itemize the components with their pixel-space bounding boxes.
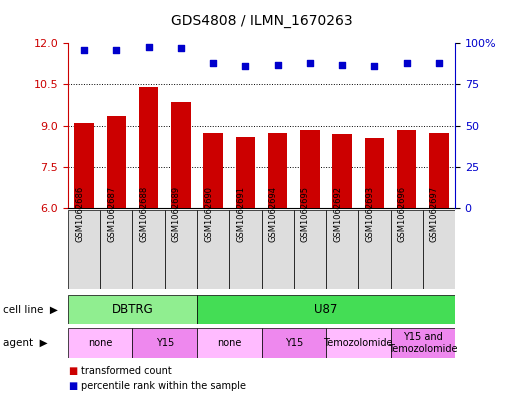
Bar	[262, 210, 294, 289]
Point	[241, 63, 249, 70]
Bar	[326, 328, 391, 358]
Text: GSM1062692: GSM1062692	[333, 186, 342, 242]
Bar	[391, 210, 423, 289]
Bar	[197, 210, 229, 289]
Bar	[107, 116, 126, 208]
Point	[209, 60, 218, 66]
Text: Temozolomide: Temozolomide	[324, 338, 393, 348]
Point	[177, 45, 185, 51]
Text: DBTRG: DBTRG	[111, 303, 153, 316]
Point	[338, 62, 346, 68]
Text: GSM1062697: GSM1062697	[430, 186, 439, 242]
Bar	[333, 134, 352, 208]
Bar	[391, 328, 455, 358]
Bar	[229, 210, 262, 289]
Text: GSM1062687: GSM1062687	[107, 186, 116, 242]
Point	[403, 60, 411, 66]
Bar	[429, 133, 449, 208]
Text: transformed count: transformed count	[81, 366, 172, 376]
Bar	[165, 210, 197, 289]
Text: Y15 and
Temozolomide: Y15 and Temozolomide	[388, 332, 458, 354]
Bar	[68, 328, 132, 358]
Text: GSM1062695: GSM1062695	[301, 186, 310, 242]
Text: U87: U87	[314, 303, 338, 316]
Bar	[326, 210, 358, 289]
Point	[305, 60, 314, 66]
Point	[435, 60, 443, 66]
Bar	[132, 328, 197, 358]
Bar	[171, 102, 190, 208]
Bar	[397, 130, 416, 208]
Bar	[132, 210, 165, 289]
Text: none: none	[217, 338, 242, 348]
Bar	[74, 123, 94, 208]
Bar	[68, 295, 197, 324]
Text: ■: ■	[68, 366, 77, 376]
Bar	[100, 210, 132, 289]
Text: GSM1062689: GSM1062689	[172, 186, 181, 242]
Text: GDS4808 / ILMN_1670263: GDS4808 / ILMN_1670263	[170, 14, 353, 28]
Text: cell line  ▶: cell line ▶	[3, 305, 58, 314]
Text: Y15: Y15	[156, 338, 174, 348]
Text: GSM1062693: GSM1062693	[366, 186, 374, 242]
Bar	[197, 328, 262, 358]
Point	[144, 43, 153, 50]
Bar	[300, 130, 320, 208]
Text: percentile rank within the sample: percentile rank within the sample	[81, 381, 246, 391]
Bar	[236, 137, 255, 208]
Text: GSM1062690: GSM1062690	[204, 186, 213, 242]
Bar	[358, 210, 391, 289]
Text: GSM1062691: GSM1062691	[236, 186, 245, 242]
Text: agent  ▶: agent ▶	[3, 338, 47, 348]
Point	[370, 63, 379, 70]
Text: none: none	[88, 338, 112, 348]
Point	[274, 62, 282, 68]
Point	[112, 47, 120, 53]
Bar	[197, 295, 455, 324]
Text: Y15: Y15	[285, 338, 303, 348]
Bar	[294, 210, 326, 289]
Text: GSM1062688: GSM1062688	[140, 186, 149, 242]
Point	[80, 47, 88, 53]
Bar	[268, 133, 287, 208]
Bar	[423, 210, 455, 289]
Text: GSM1062694: GSM1062694	[269, 186, 278, 242]
Bar	[365, 138, 384, 208]
Bar	[139, 87, 158, 208]
Bar	[203, 133, 223, 208]
Bar	[68, 210, 100, 289]
Text: ■: ■	[68, 381, 77, 391]
Bar	[262, 328, 326, 358]
Text: GSM1062686: GSM1062686	[75, 186, 84, 242]
Text: GSM1062696: GSM1062696	[397, 186, 407, 242]
